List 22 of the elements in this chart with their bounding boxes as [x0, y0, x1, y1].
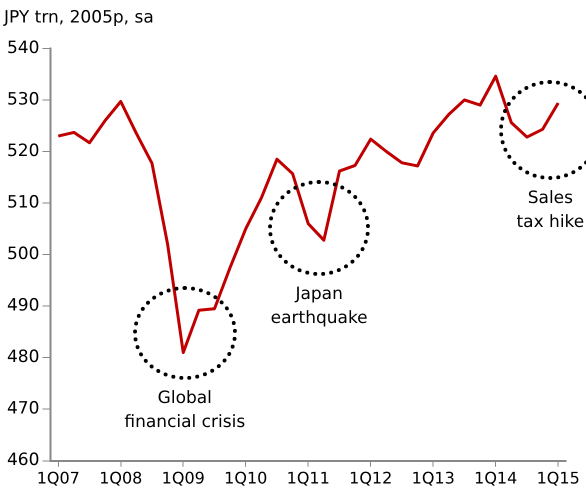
x-tick-label: 1Q08 — [99, 468, 142, 488]
y-tick-label: 540 — [6, 38, 40, 58]
annotation: Sales tax hike — [516, 186, 586, 234]
x-tick-label: 1Q09 — [162, 468, 205, 488]
x-tick-label: 1Q12 — [349, 468, 392, 488]
y-tick-label: 520 — [6, 140, 40, 161]
y-tick-label: 510 — [6, 192, 40, 212]
y-tick-label: 500 — [6, 244, 40, 264]
y-tick-label: 470 — [6, 398, 40, 419]
annotation: Japan earthquake — [270, 282, 369, 330]
y-tick-label: 490 — [6, 296, 40, 316]
x-tick-label: 1Q10 — [224, 468, 268, 488]
y-tick-label: 460 — [6, 450, 40, 470]
x-tick-label: 1Q15 — [536, 468, 580, 488]
annotation: Global financial crisis — [123, 387, 246, 434]
x-tick-label: 1Q14 — [474, 468, 518, 488]
x-tick-label: 1Q13 — [412, 468, 455, 488]
chart-title: JPY trn, 2005p, sa — [3, 8, 154, 28]
y-tick-label: 530 — [6, 89, 40, 110]
x-tick-label: 1Q07 — [36, 468, 80, 488]
x-tick-label: 1Q11 — [286, 468, 330, 488]
y-tick-label: 480 — [6, 347, 40, 368]
